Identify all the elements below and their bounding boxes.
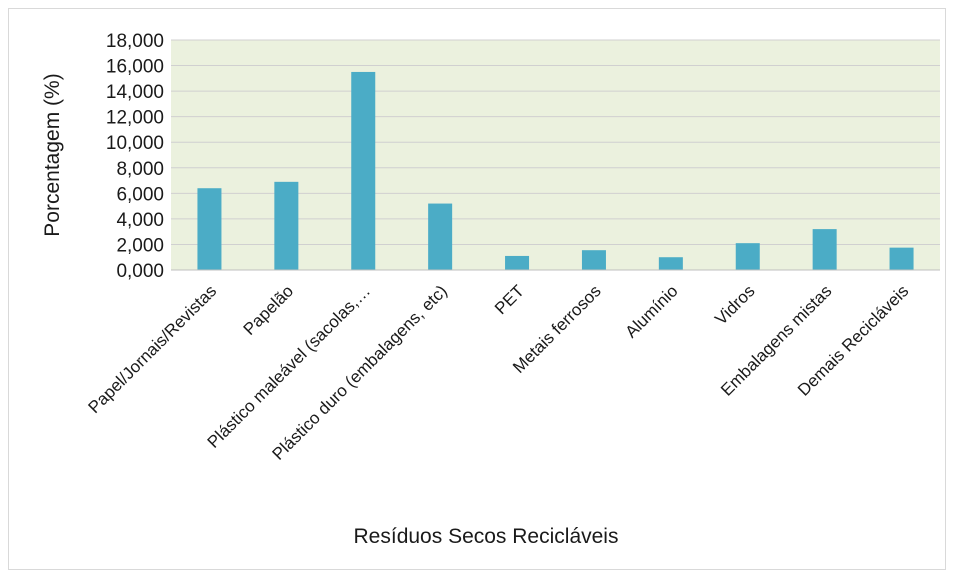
y-tick-label: 18,000 (106, 31, 164, 52)
x-category-label: Vidros (711, 281, 758, 328)
chart-frame: 0,000 2,000 4,000 6,000 8,000 10,000 12,000 14,… (8, 8, 946, 570)
bar (658, 257, 683, 270)
bar (812, 229, 837, 270)
x-category-label: PET (491, 281, 528, 318)
y-tick-label: 16,000 (106, 57, 164, 78)
x-category-label: Plástico maleável (sacolas,… (204, 281, 374, 451)
y-tick-label: 10,000 (106, 133, 164, 154)
y-tick-label: 4,000 (116, 210, 164, 231)
x-category-label: Papel/Jornais/Revistas (85, 281, 221, 417)
y-axis-ticks: 0,000 2,000 4,000 6,000 8,000 10,000 12,000 14,… (106, 31, 164, 282)
y-axis-title: Porcentagem (%) (41, 73, 64, 236)
bar (889, 247, 914, 270)
y-tick-label: 6,000 (116, 184, 164, 205)
bars (197, 71, 914, 270)
bar (581, 250, 606, 270)
bar (428, 203, 453, 270)
y-tick-label: 2,000 (116, 235, 164, 256)
x-category-label: Papelão (240, 281, 298, 339)
bar (735, 243, 760, 270)
bar (505, 255, 530, 270)
bar-chart: 0,000 2,000 4,000 6,000 8,000 10,000 12,000 14,… (41, 31, 940, 548)
x-category-label: Alumínio (621, 281, 681, 341)
bar (351, 71, 376, 270)
y-tick-label: 12,000 (106, 108, 164, 129)
bar (274, 181, 299, 270)
plot-area (171, 40, 940, 270)
y-tick-label: 8,000 (116, 159, 164, 180)
x-axis-title: Resíduos Secos Recicláveis (354, 525, 619, 548)
bar (197, 188, 222, 270)
y-tick-label: 14,000 (106, 82, 164, 103)
gridlines (171, 39, 940, 245)
y-tick-label: 0,000 (116, 261, 164, 282)
